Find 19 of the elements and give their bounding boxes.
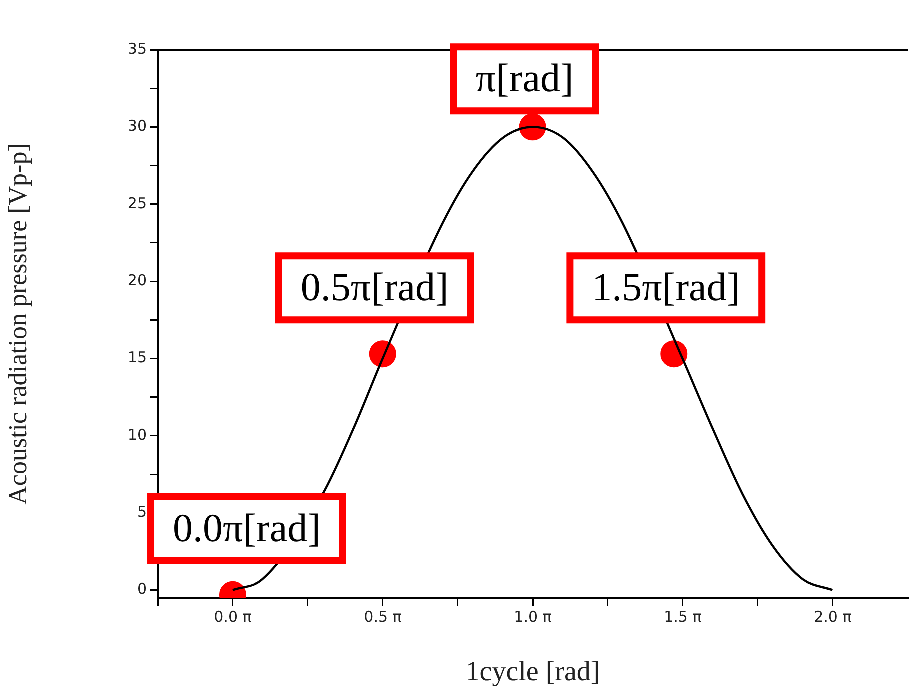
x-tick-label: 1.5 π — [664, 608, 702, 626]
y-tick-label: 30 — [128, 117, 147, 136]
y-tick-label: 0 — [137, 580, 147, 598]
y-tick-label: 35 — [128, 40, 147, 58]
x-tick-label: 1.0 π — [514, 608, 552, 626]
x-tick-label: 2.0 π — [814, 608, 852, 626]
y-tick-label: 5 — [137, 502, 147, 521]
y-axis-title: Acoustic radiation pressure [Vp-p] — [3, 143, 32, 505]
y-tick-label: 25 — [128, 194, 147, 212]
x-tick-label: 0.0 π — [214, 608, 252, 626]
y-tick-label: 20 — [128, 271, 147, 290]
y-tick-label: 10 — [128, 426, 147, 444]
annotation: 0.5π[rad] — [300, 264, 449, 310]
x-axis-title: 1cycle [rad] — [466, 656, 600, 688]
x-tick-label: 0.5 π — [364, 608, 402, 626]
annotation: 1.5π[rad] — [592, 264, 740, 310]
annotation: 0.0π[rad] — [173, 505, 321, 550]
y-tick-label: 15 — [128, 348, 147, 367]
annotation: π[rad] — [476, 56, 574, 101]
